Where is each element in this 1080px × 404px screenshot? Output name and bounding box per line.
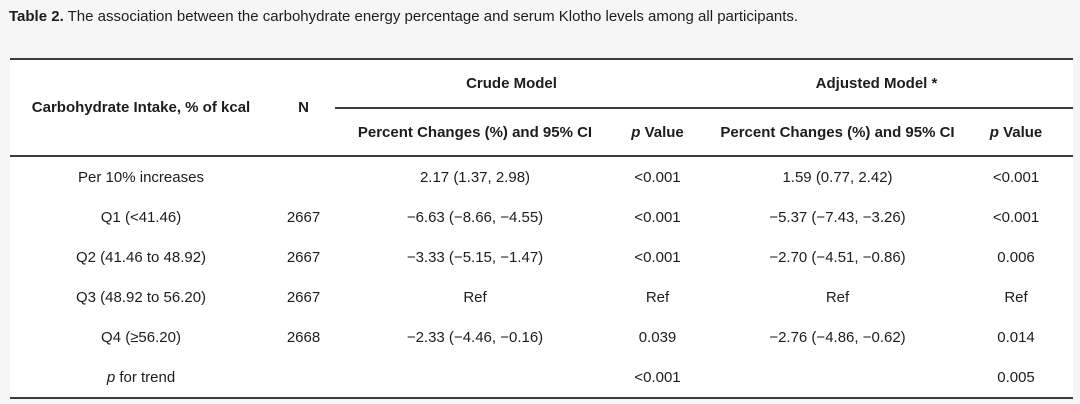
- row-label-cell: Q1 (<41.46): [100, 208, 182, 226]
- adjusted-p-cell: <0.001: [992, 208, 1040, 226]
- table-row-q3: Q3 (48.92 to 56.20) 2667 Ref Ref Ref Ref: [10, 277, 1073, 317]
- crude-p-cell: <0.001: [634, 248, 681, 266]
- n-cell: [272, 357, 335, 398]
- col-header-crude-p: p Value: [615, 108, 700, 157]
- col-group-crude-model: Crude Model: [335, 59, 700, 109]
- adjusted-ci-cell: Ref: [825, 288, 850, 306]
- adjusted-ci-cell: [700, 357, 975, 398]
- p-value-italic: p: [631, 123, 641, 141]
- crude-p-cell: Ref: [645, 288, 670, 306]
- p-value-italic: p: [989, 123, 999, 141]
- col-header-n: N: [272, 59, 335, 157]
- table-row-per-10-increase: Per 10% increases 2.17 (1.37, 2.98) <0.0…: [10, 156, 1073, 197]
- row-label-cell: Q2 (41.46 to 48.92): [75, 248, 207, 266]
- adjusted-ci-cell: 1.59 (0.77, 2.42): [782, 168, 893, 186]
- adjusted-p-cell: 0.005: [997, 368, 1035, 386]
- crude-ci-cell: −2.33 (−4.46, −0.16): [406, 328, 544, 346]
- crude-ci-cell: −3.33 (−5.15, −1.47): [406, 248, 544, 266]
- col-header-adjusted-p: p Value: [975, 108, 1074, 157]
- n-cell: 2667: [286, 288, 321, 306]
- table-number: Table 2.: [9, 8, 64, 25]
- adjusted-p-cell: Ref: [1004, 288, 1028, 306]
- adjusted-p-cell: 0.014: [997, 328, 1035, 346]
- col-group-adjusted-model: Adjusted Model *: [700, 59, 1074, 109]
- col-header-carbohydrate-intake: Carbohydrate Intake, % of kcal: [10, 59, 272, 157]
- table-row-q1: Q1 (<41.46) 2667 −6.63 (−8.66, −4.55) <0…: [10, 197, 1073, 237]
- header-sub-row: Percent Changes (%) and 95% CI p Value P…: [10, 108, 1074, 157]
- crude-ci-cell: [335, 357, 615, 398]
- crude-ci-cell: 2.17 (1.37, 2.98): [419, 168, 531, 186]
- n-cell: 2667: [286, 208, 321, 226]
- p-value-rest: Value: [640, 123, 684, 141]
- table-caption: The association between the carbohydrate…: [63, 8, 799, 25]
- adjusted-ci-cell: −2.76 (−4.86, −0.62): [769, 328, 906, 346]
- n-cell: [272, 156, 335, 197]
- crude-p-cell: <0.001: [634, 368, 681, 386]
- results-table: Carbohydrate Intake, % of kcal N Crude M…: [10, 58, 1074, 399]
- adjusted-p-cell: <0.001: [992, 168, 1040, 186]
- table-row-q4: Q4 (≥56.20) 2668 −2.33 (−4.46, −0.16) 0.…: [10, 317, 1073, 357]
- adjusted-ci-cell: −5.37 (−7.43, −3.26): [769, 208, 906, 226]
- row-label-cell: Q4 (≥56.20): [101, 328, 181, 346]
- crude-p-cell: <0.001: [634, 208, 681, 226]
- row-label-cell: p for trend: [10, 357, 272, 398]
- adjusted-ci-cell: −2.70 (−4.51, −0.86): [769, 248, 906, 266]
- n-cell: 2667: [286, 248, 321, 266]
- row-label-cell: Q3 (48.92 to 56.20): [75, 288, 207, 306]
- table-row-p-for-trend: p for trend <0.001 0.005: [10, 357, 1073, 398]
- crude-ci-cell: Ref: [463, 288, 487, 306]
- table-row-q2: Q2 (41.46 to 48.92) 2667 −3.33 (−5.15, −…: [10, 237, 1073, 277]
- col-header-crude-ci: Percent Changes (%) and 95% CI: [335, 108, 615, 157]
- p-value-rest: Value: [998, 123, 1043, 141]
- crude-ci-cell: −6.63 (−8.66, −4.55): [406, 208, 544, 226]
- adjusted-p-cell: 0.006: [997, 248, 1035, 266]
- n-cell: 2668: [286, 328, 321, 346]
- table-title: Table 2. The association between the car…: [0, 0, 1080, 26]
- col-header-adjusted-ci: Percent Changes (%) and 95% CI: [700, 108, 975, 157]
- p-trend-rest: for trend: [115, 368, 176, 386]
- p-trend-italic: p: [106, 368, 116, 386]
- crude-p-cell: <0.001: [634, 168, 681, 186]
- header-group-row: Carbohydrate Intake, % of kcal N Crude M…: [10, 59, 1074, 157]
- row-label-cell: Per 10% increases: [78, 168, 204, 186]
- crude-p-cell: 0.039: [638, 328, 677, 346]
